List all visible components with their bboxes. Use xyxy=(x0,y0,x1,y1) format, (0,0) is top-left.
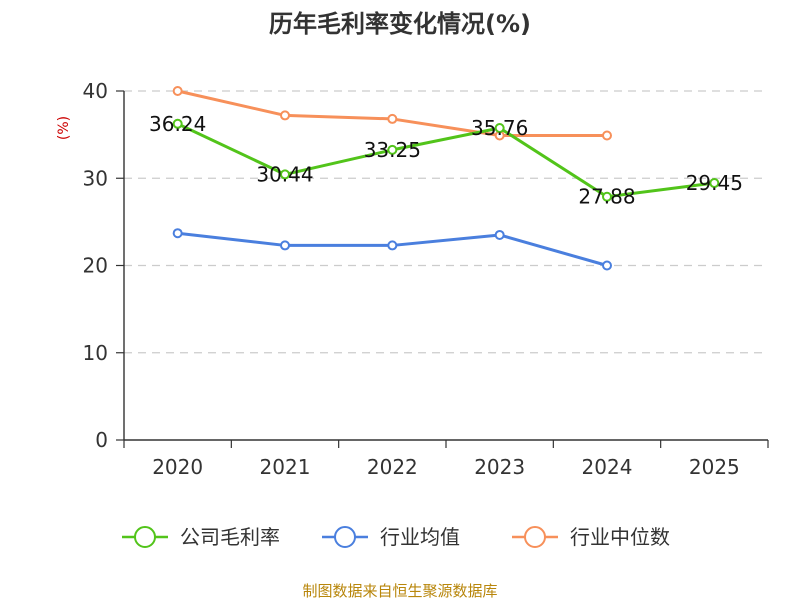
data-point xyxy=(494,229,505,240)
series-2 xyxy=(172,228,612,271)
legend-swatch-marker xyxy=(334,526,356,548)
data-label: 30.44 xyxy=(256,162,313,186)
data-point xyxy=(172,118,183,129)
legend-label: 行业中位数 xyxy=(570,525,670,549)
series-3 xyxy=(172,86,612,141)
x-tick-label: 2022 xyxy=(367,455,418,479)
legend-item-2: 行业均值 xyxy=(322,525,460,549)
series-line xyxy=(177,122,715,199)
data-point xyxy=(709,178,720,189)
data-point xyxy=(602,130,612,141)
data-point xyxy=(280,240,290,251)
data-point xyxy=(494,122,505,133)
data-label: 35.76 xyxy=(471,116,528,140)
data-point xyxy=(387,113,398,124)
grid-lines xyxy=(124,90,768,354)
data-point xyxy=(172,86,183,96)
legend-item-3: 行业中位数 xyxy=(512,525,670,549)
series-layer xyxy=(172,86,720,271)
axes: 0 10 20 30 40 2020 2021 2022 2023 2024 2025 xyxy=(83,79,769,479)
legend: 公司毛利率 行业均值 行业中位数 xyxy=(122,525,670,549)
y-tick-label: 40 xyxy=(83,79,108,103)
data-labels: 36.24 30.44 33.25 35.76 27.88 29.45 xyxy=(149,112,743,209)
series-line xyxy=(177,89,607,137)
data-point xyxy=(387,144,398,155)
legend-label: 行业均值 xyxy=(380,525,460,549)
data-label: 29.45 xyxy=(686,171,743,195)
x-tick-label: 2021 xyxy=(260,455,311,479)
x-tick-label: 2020 xyxy=(152,455,203,479)
legend-swatch-marker xyxy=(134,526,156,548)
data-point xyxy=(602,191,612,202)
x-tick-label: 2023 xyxy=(474,455,525,479)
data-point xyxy=(172,228,183,239)
data-point xyxy=(602,260,612,271)
y-tick-label: 10 xyxy=(83,341,108,365)
legend-label: 公司毛利率 xyxy=(180,525,280,549)
legend-item-1: 公司毛利率 xyxy=(122,525,280,549)
source-note: 制图数据来自恒生聚源数据库 xyxy=(302,582,497,600)
y-tick-label: 0 xyxy=(95,428,108,452)
data-label: 33.25 xyxy=(364,138,421,162)
y-tick-label: 20 xyxy=(83,254,108,278)
series-1 xyxy=(172,118,720,202)
x-tick-label: 2024 xyxy=(582,455,633,479)
data-point xyxy=(387,240,398,251)
x-tick-label: 2025 xyxy=(689,455,740,479)
y-tick-label: 30 xyxy=(83,166,108,190)
y-axis-label: (%) xyxy=(56,116,72,140)
legend-swatch-marker xyxy=(524,526,546,548)
data-label: 27.88 xyxy=(578,185,635,209)
chart-title: 历年毛利率变化情况(%) xyxy=(269,10,531,38)
data-label: 36.24 xyxy=(149,112,206,136)
data-point xyxy=(280,110,290,121)
data-point xyxy=(280,169,290,180)
